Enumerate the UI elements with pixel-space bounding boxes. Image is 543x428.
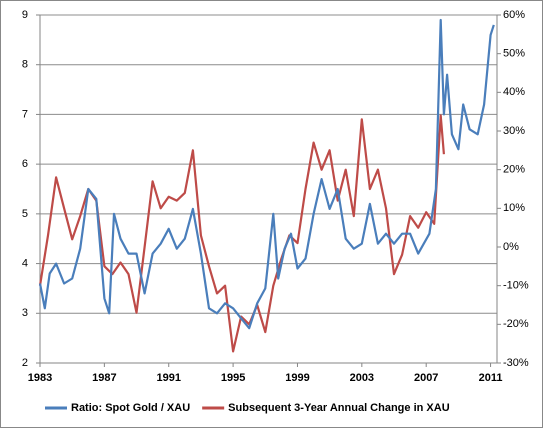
- y2-tick-label: -20%: [503, 318, 529, 330]
- y-tick-label: 4: [22, 257, 28, 269]
- y2-tick-label: 60%: [503, 9, 525, 21]
- y2-tick-label: 40%: [503, 86, 525, 98]
- y2-tick-label: -30%: [503, 357, 529, 369]
- y2-tick-label: 30%: [503, 125, 525, 137]
- y-tick-label: 5: [22, 208, 28, 220]
- legend: Ratio: Spot Gold / XAU Subsequent 3-Year …: [45, 402, 450, 414]
- y-tick-label: 3: [22, 307, 28, 319]
- y2-tick-label: 10%: [503, 202, 525, 214]
- y2-tick-label: 0%: [503, 241, 519, 253]
- x-tick-label: 1995: [221, 372, 245, 384]
- legend-label: Ratio: Spot Gold / XAU: [71, 402, 190, 414]
- y-tick-label: 2: [22, 357, 28, 369]
- y-tick-label: 9: [22, 9, 28, 21]
- x-tick-label: 2011: [479, 372, 503, 384]
- legend-label: Subsequent 3-Year Annual Change in XAU: [228, 402, 450, 414]
- x-tick-label: 1987: [92, 372, 116, 384]
- x-tick-label: 1999: [285, 372, 309, 384]
- y-tick-label: 7: [22, 108, 28, 120]
- y-tick-label: 6: [22, 158, 28, 170]
- x-tick-label: 2007: [414, 372, 438, 384]
- y2-tick-label: 20%: [503, 164, 525, 176]
- x-tick-label: 1983: [28, 372, 52, 384]
- y-tick-label: 8: [22, 59, 28, 71]
- x-tick-label: 1991: [156, 372, 180, 384]
- y2-tick-label: -10%: [503, 280, 529, 292]
- series-line: [38, 18, 495, 330]
- series-line: [38, 114, 445, 353]
- y2-tick-label: 50%: [503, 48, 525, 60]
- x-tick-label: 2003: [350, 372, 374, 384]
